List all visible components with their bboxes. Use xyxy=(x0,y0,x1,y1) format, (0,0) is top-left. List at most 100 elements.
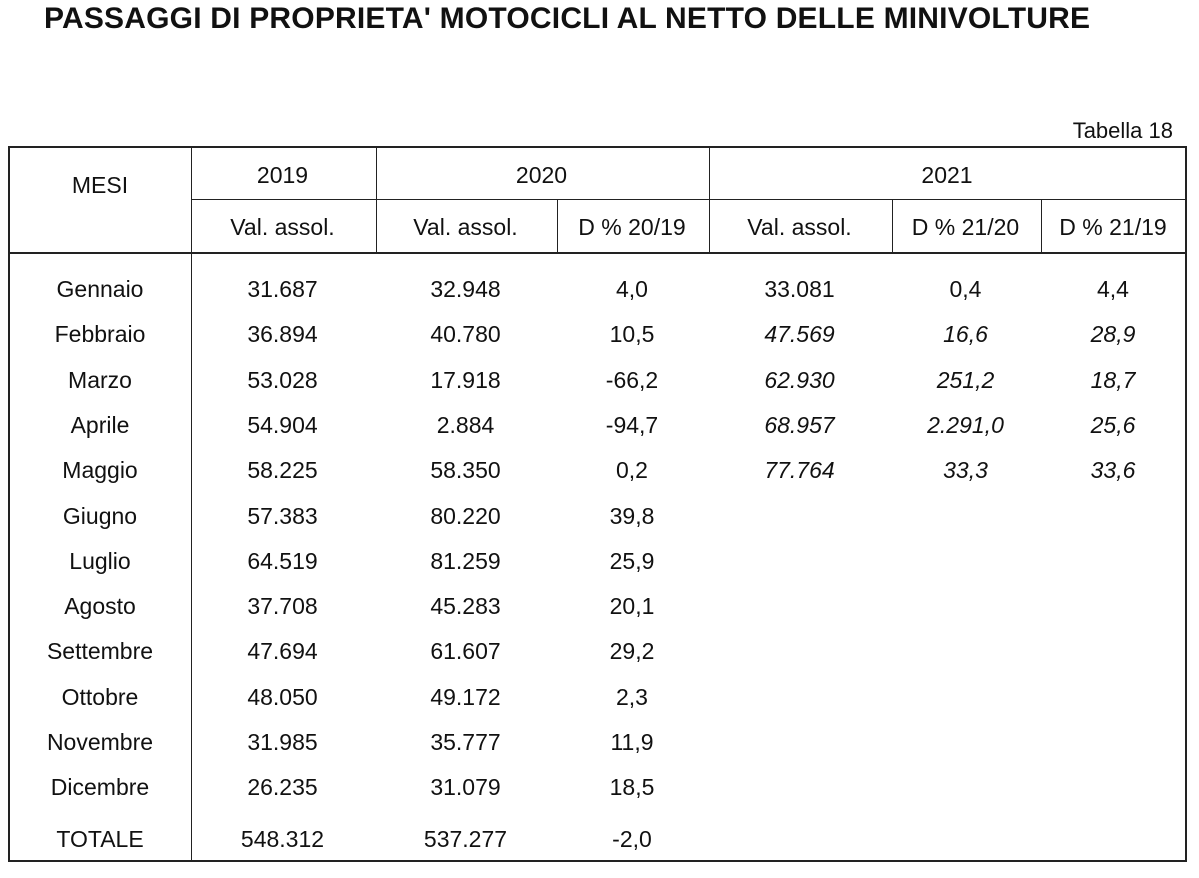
cell-d-21-19: 28,9 xyxy=(1090,321,1136,347)
header-d-21-19: D % 21/19 xyxy=(1059,214,1167,240)
cell-2020: 61.607 xyxy=(430,638,501,664)
cell-2019: 31.985 xyxy=(247,729,318,755)
cell-d-20-19: 0,2 xyxy=(616,457,648,483)
cell-mese: Gennaio xyxy=(56,276,144,302)
cell-2019: 37.708 xyxy=(247,593,318,619)
header-d-21-20: D % 21/20 xyxy=(911,214,1020,240)
cell-mese: Luglio xyxy=(69,548,131,574)
cell-2019: 36.894 xyxy=(247,321,318,347)
cell-2021 xyxy=(708,546,891,576)
header-val-assol-2019: Val. assol. xyxy=(230,214,335,240)
cell-2019: 58.225 xyxy=(247,457,318,483)
cell-d-21-20 xyxy=(891,591,1040,621)
cell-2020: 81.259 xyxy=(430,548,501,574)
cell-mese: Giugno xyxy=(62,503,138,529)
cell-d-20-19: 25,9 xyxy=(609,548,655,574)
cell-mese: Novembre xyxy=(46,729,154,755)
cell-2021 xyxy=(708,501,891,531)
col-divider-2021-inner-b xyxy=(1041,200,1042,252)
cell-d-20-19: 29,2 xyxy=(609,638,655,664)
cell-d-21-20: 0,4 xyxy=(949,276,982,302)
cell-d-21-19 xyxy=(1040,501,1186,531)
cell-2021: 68.957 xyxy=(764,412,835,438)
cell-d-21-20 xyxy=(891,682,1040,712)
col-divider-2020 xyxy=(709,148,710,252)
cell-2021: 47.569 xyxy=(764,321,835,347)
cell-2019: 54.904 xyxy=(247,412,318,438)
header-divider-bottom xyxy=(10,252,1187,254)
cell-2020: 58.350 xyxy=(430,457,501,483)
cell-d-21-20: 2.291,0 xyxy=(927,412,1004,438)
cell-mese: Settembre xyxy=(46,638,154,664)
totale-2019: 548.312 xyxy=(240,826,325,852)
header-val-assol-2020: Val. assol. xyxy=(413,214,518,240)
cell-d-21-19 xyxy=(1040,772,1186,802)
cell-d-21-19 xyxy=(1040,546,1186,576)
cell-d-20-19: 10,5 xyxy=(609,321,655,347)
cell-2020: 2.884 xyxy=(436,412,495,438)
cell-2020: 45.283 xyxy=(430,593,501,619)
cell-2019: 31.687 xyxy=(247,276,318,302)
cell-2019: 64.519 xyxy=(247,548,318,574)
cell-2019: 47.694 xyxy=(247,638,318,664)
cell-2020: 32.948 xyxy=(430,276,501,302)
cell-mese: Agosto xyxy=(64,593,136,619)
cell-d-21-20: 251,2 xyxy=(936,367,995,393)
totale-d-20-19: -2,0 xyxy=(612,826,652,852)
cell-2021 xyxy=(708,682,891,712)
cell-2020: 35.777 xyxy=(430,729,501,755)
cell-d-21-19 xyxy=(1040,591,1186,621)
cell-2021: 62.930 xyxy=(764,367,835,393)
cell-d-20-19: 39,8 xyxy=(609,503,655,529)
cell-2021 xyxy=(708,591,891,621)
cell-d-21-19: 18,7 xyxy=(1090,367,1136,393)
cell-2021 xyxy=(708,636,891,666)
header-2021: 2021 xyxy=(921,162,973,188)
cell-d-20-19: 2,3 xyxy=(616,684,648,710)
cell-2021 xyxy=(708,727,891,757)
cell-2020: 40.780 xyxy=(430,321,501,347)
cell-d-21-20 xyxy=(891,501,1040,531)
cell-2021: 77.764 xyxy=(764,457,835,483)
table-number: Tabella 18 xyxy=(1072,118,1173,143)
cell-2019: 53.028 xyxy=(247,367,318,393)
cell-d-21-19: 4,4 xyxy=(1097,276,1129,302)
data-table xyxy=(8,146,1187,862)
cell-d-20-19: 18,5 xyxy=(609,774,655,800)
cell-d-21-19 xyxy=(1040,727,1186,757)
cell-mese: Febbraio xyxy=(54,321,146,347)
cell-d-21-19 xyxy=(1040,636,1186,666)
cell-2019: 48.050 xyxy=(247,684,318,710)
totale-2020: 537.277 xyxy=(423,826,508,852)
cell-d-20-19: 4,0 xyxy=(616,276,648,302)
col-divider-2019 xyxy=(376,148,377,252)
cell-d-20-19: -66,2 xyxy=(605,367,659,393)
cell-d-20-19: 11,9 xyxy=(610,729,654,755)
cell-d-21-20: 16,6 xyxy=(943,321,988,347)
col-divider-mesi xyxy=(191,148,192,862)
cell-mese: Aprile xyxy=(70,412,130,438)
cell-mese: Dicembre xyxy=(50,774,150,800)
col-divider-2020-inner xyxy=(557,200,558,252)
header-d-20-19: D % 20/19 xyxy=(578,214,686,240)
cell-mese: Marzo xyxy=(68,367,132,393)
cell-2020: 49.172 xyxy=(430,684,501,710)
cell-2020: 31.079 xyxy=(430,774,501,800)
totale-label: TOTALE xyxy=(56,826,144,852)
cell-d-21-20 xyxy=(891,636,1040,666)
cell-2020: 17.918 xyxy=(430,367,501,393)
cell-d-20-19: 20,1 xyxy=(609,593,655,619)
header-2019: 2019 xyxy=(256,162,309,188)
cell-d-21-20 xyxy=(891,772,1040,802)
cell-mese: Maggio xyxy=(62,457,138,483)
cell-2021: 33.081 xyxy=(764,276,835,302)
cell-d-21-20 xyxy=(891,546,1040,576)
cell-2020: 80.220 xyxy=(430,503,501,529)
cell-mese: Ottobre xyxy=(61,684,139,710)
header-2020: 2020 xyxy=(515,162,568,188)
page-title: PASSAGGI DI PROPRIETA' MOTOCICLI AL NETT… xyxy=(44,2,1091,35)
cell-d-21-19 xyxy=(1040,682,1186,712)
cell-d-21-20 xyxy=(891,727,1040,757)
cell-d-21-20: 33,3 xyxy=(943,457,988,483)
cell-d-21-19: 25,6 xyxy=(1090,412,1136,438)
